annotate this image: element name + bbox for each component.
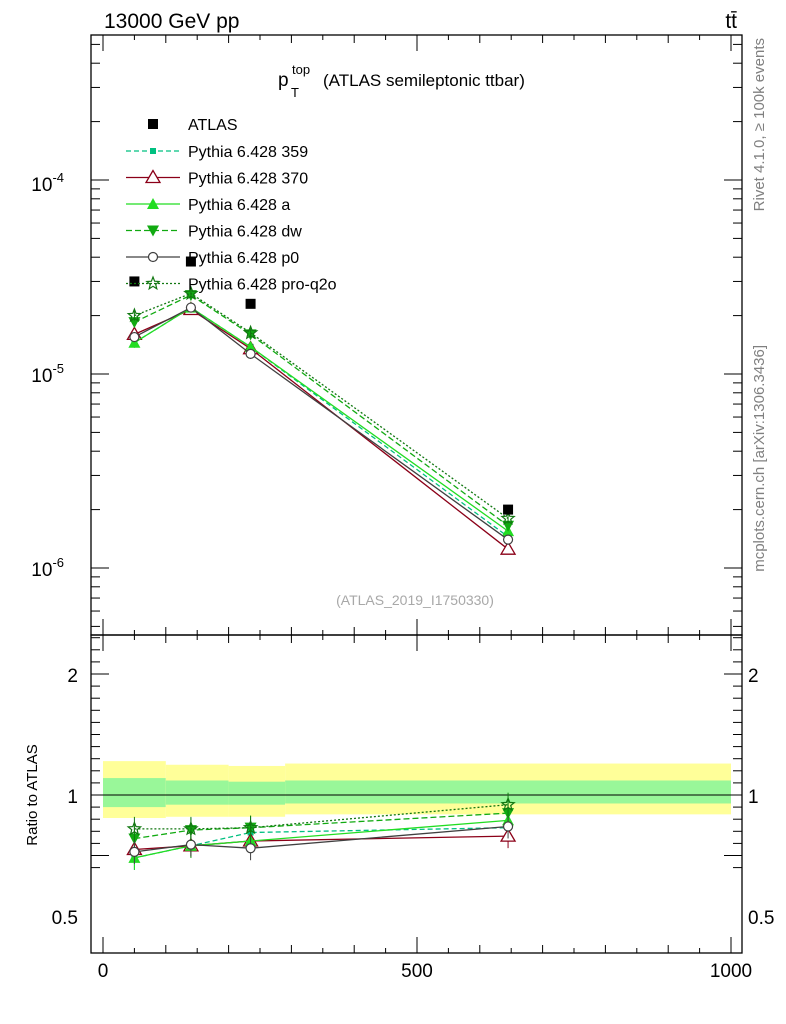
legend-marker-pythia-6-428-370 [144,169,162,184]
ratio-series-group [126,792,517,870]
main-line-pythia-6-428-pro-q2o [134,292,509,520]
ratio-y-tick-label-2: 2 [67,666,78,687]
main-line-pythia-6-428-359 [134,306,509,538]
ratio-line-pythia-6-428-a [134,819,509,859]
legend-entry-pythia-6-428-370: Pythia 6.428 370 [126,169,308,188]
ratio-line-pythia-6-428-p0 [134,825,509,853]
legend-entry-pythia-6-428-p0: Pythia 6.428 p0 [126,250,299,267]
y-tick-label-1e-5: 10-5 [31,361,64,387]
main-point-pythia-6-428-p0 [245,348,256,359]
legend-marker-pythia-6-428-a [147,198,159,209]
ratio-point-pythia-6-428-p0 [185,839,197,850]
final-state-label: tt̄ [725,10,737,33]
main-point-pythia-6-428-p0 [502,534,514,545]
main-point-pythia-6-428-pro-q2o [126,307,143,323]
legend: ATLAS Pythia 6.428 359 Pythia 6.428 370 Py… [126,117,337,294]
legend-label-pythia-6-428-a: Pythia 6.428 a [188,197,290,214]
legend-marker-pythia-6-428-dw [147,225,159,237]
x-tick-label-0: 0 [98,961,109,982]
legend-entry-pythia-6-428-359: Pythia 6.428 359 [126,144,308,161]
main-point-pythia-6-428-p0 [185,302,197,313]
main-point-pythia-6-428-p0 [129,331,140,343]
main-line-pythia-6-428-dw [134,294,509,527]
ratio-point-pythia-6-428-pro-q2o [242,819,259,835]
ratio-y-tick-label-right-2: 2 [748,666,759,687]
ratio-point-pythia-6-428-pro-q2o [500,796,516,812]
main-point-pythia-6-428-370 [499,540,517,555]
x-tick-label-500: 500 [401,961,433,982]
legend-marker-atlas [148,119,158,129]
ratio-band-green [228,781,286,805]
legend-entry-pythia-6-428-a: Pythia 6.428 a [126,197,290,214]
x-tick-label-1000: 1000 [710,961,752,982]
legend-entry-pythia-6-428-dw: Pythia 6.428 dw [126,224,302,241]
legend-label-pythia-6-428-359: Pythia 6.428 359 [188,144,308,161]
ratio-band-green [285,780,731,804]
ratio-line-pythia-6-428-pro-q2o [134,804,509,830]
main-line-pythia-6-428-370 [134,308,509,550]
ratio-band-green [165,780,229,805]
ratio-point-pythia-6-428-p0 [129,846,140,857]
ratio-axis-ticks [91,635,742,953]
ratio-uncertainty-bands [103,761,731,818]
ratio-point-pythia-6-428-p0 [245,843,256,854]
main-line-pythia-6-428-a [134,306,509,532]
main-point-pythia-6-428-pro-q2o [500,510,516,526]
legend-label-pythia-6-428-p0: Pythia 6.428 p0 [188,250,299,267]
ratio-point-pythia-6-428-pro-q2o [126,820,143,836]
legend-entry-atlas: ATLAS [148,117,238,134]
main-axis-ticks [91,35,742,635]
ratio-y-tick-label-0.5: 0.5 [52,908,78,929]
legend-marker-pythia-6-428-359 [150,148,156,154]
main-series-group [126,256,517,555]
main-panel: 10-6 10-5 10-4 ptop T(ATLAS semileptonic … [31,34,743,636]
legend-entry-pythia-6-428-pro-q2o: Pythia 6.428 pro-q2o [126,275,337,294]
ratio-y-tick-label-1: 1 [67,787,78,808]
legend-marker-pythia-6-428-p0 [147,251,159,263]
legend-label-pythia-6-428-370: Pythia 6.428 370 [188,171,308,188]
main-point-pythia-6-428-pro-q2o [242,324,259,340]
main-point-atlas [245,298,256,309]
ratio-y-tick-label-right-1: 1 [748,787,759,808]
legend-label-pythia-6-428-dw: Pythia 6.428 dw [188,224,302,241]
ratio-point-pythia-6-428-p0 [502,821,514,832]
analysis-watermark: (ATLAS_2019_I1750330) [336,592,494,608]
legend-marker-pythia-6-428-pro-q2o [145,275,161,291]
process-label: 13000 GeV pp [104,10,239,33]
y-tick-label-1e-6: 10-6 [31,555,64,581]
main-point-pythia-6-428-a [128,336,141,348]
main-point-atlas [129,276,140,287]
ratio-line-pythia-6-428-dw [134,812,509,840]
chart-title: ptop T(ATLAS semileptonic ttbar) [278,62,525,100]
main-y-tick-labels: 10-6 10-5 10-4 [31,170,64,581]
ratio-y-tick-label-right-0.5: 0.5 [748,908,774,929]
ratio-y-axis-label: Ratio to ATLAS [24,744,41,845]
main-line-pythia-6-428-p0 [134,306,509,541]
ratio-frame [90,634,743,954]
main-point-pythia-6-428-a [244,340,257,352]
main-point-atlas [503,504,514,515]
main-point-atlas [185,256,196,267]
y-tick-label-1e-4: 10-4 [31,170,64,196]
mcplots-label: mcplots.cern.ch [arXiv:1306.3436] [751,345,768,572]
ratio-panel: 0.5 1 2 0.5 1 2 0 500 1000 Ratio to ATLA… [24,634,774,982]
legend-label-pythia-6-428-pro-q2o: Pythia 6.428 pro-q2o [188,277,337,294]
main-point-pythia-6-428-pro-q2o [183,285,199,301]
ratio-point-pythia-6-428-pro-q2o [183,820,199,836]
ratio-band-green [103,778,166,808]
rivet-version-label: Rivet 4.1.0, ≥ 100k events [751,38,768,211]
legend-label-atlas: ATLAS [188,117,238,134]
